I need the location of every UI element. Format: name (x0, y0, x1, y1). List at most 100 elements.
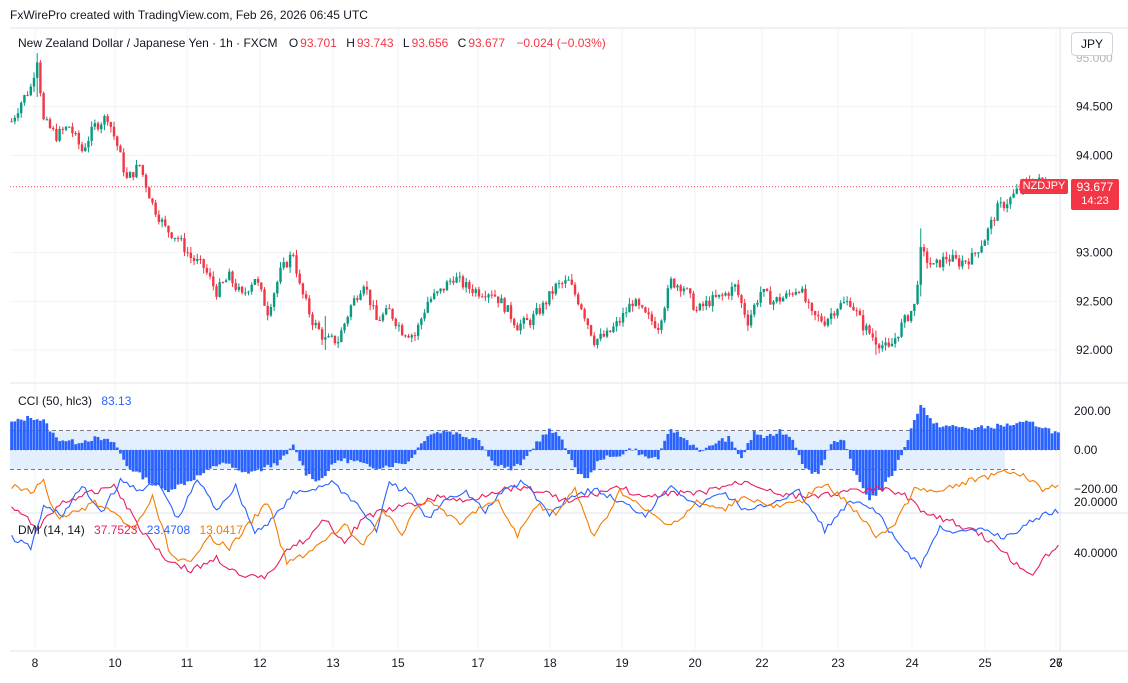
cci-bar (999, 425, 1003, 450)
candle-body (557, 283, 561, 285)
candle-body (1009, 197, 1012, 205)
candle-body (173, 237, 177, 239)
candle-body (183, 238, 186, 253)
cci-bar (397, 450, 401, 464)
cci-bar (160, 450, 164, 489)
cci-bar (336, 450, 340, 461)
cci-axis-label: −200.00 (1074, 482, 1118, 496)
candle-body (711, 295, 714, 307)
candle-body (993, 219, 996, 221)
cci-bar (912, 420, 916, 450)
candle-body (836, 309, 839, 316)
cci-bar (343, 450, 346, 459)
candle-body (839, 303, 842, 310)
cci-bar (864, 450, 868, 495)
candle-body (13, 117, 17, 122)
cci-bar (973, 427, 977, 450)
cci-bar (93, 436, 97, 450)
candle-body (717, 294, 721, 297)
cci-bar (733, 447, 737, 450)
cci-bar (435, 432, 439, 450)
candle-body (823, 321, 826, 326)
candle-body (1018, 188, 1022, 190)
candle-body (282, 262, 285, 268)
candle-body (772, 301, 775, 305)
candle-body (32, 77, 36, 87)
candle-body (186, 252, 189, 254)
cci-bar (256, 450, 260, 469)
cci-bar (432, 433, 436, 450)
cci-label[interactable]: CCI (50, hlc3) (18, 394, 93, 408)
cci-bar (922, 407, 926, 450)
cci-bar (759, 434, 763, 450)
cci-bar (45, 423, 49, 450)
candle-body (781, 297, 785, 302)
cci-bar (16, 418, 20, 450)
cci-bar (615, 450, 619, 457)
candle-body (692, 293, 695, 311)
cci-bar (285, 450, 289, 455)
candle-body (708, 300, 711, 307)
symbol-title[interactable]: New Zealand Dollar / Japanese Yen · 1h ·… (18, 36, 278, 50)
cci-bar (554, 432, 558, 450)
cci-bar (384, 450, 388, 466)
cci-bar (900, 450, 903, 456)
cci-bar (656, 450, 660, 460)
cci-bar (272, 450, 276, 464)
candle-body (231, 271, 234, 284)
currency-button[interactable]: JPY (1071, 32, 1113, 56)
time-axis-label: 11 (181, 656, 194, 670)
dmi-plus-value: 37.7523 (94, 523, 138, 537)
cci-bar (640, 450, 644, 455)
cci-bar (964, 427, 967, 450)
cci-bar (672, 432, 676, 450)
candle-body (247, 291, 250, 293)
cci-bar (1005, 423, 1009, 450)
cci-bar (269, 450, 273, 468)
cci-bar (861, 450, 865, 489)
candle-body (87, 140, 90, 148)
candle-body (909, 310, 913, 321)
candle-body (455, 277, 458, 283)
cci-bar (317, 450, 321, 481)
cci-bar (199, 450, 202, 476)
candle-body (164, 219, 167, 226)
cci-bar (333, 450, 337, 463)
cci-bar (989, 427, 993, 450)
candle-body (506, 305, 509, 312)
time-axis-label: 20 (688, 656, 702, 670)
candle-body (954, 255, 958, 259)
cci-bar (608, 450, 612, 457)
time-axis-label: 26 (1049, 656, 1063, 670)
candle-body (967, 261, 970, 265)
cci-bar (35, 419, 39, 450)
candle-body (535, 308, 538, 315)
candle-body (890, 343, 894, 347)
candle-body (311, 314, 314, 326)
dmi-label[interactable]: DMI (14, 14) (18, 523, 85, 537)
cci-bar (515, 450, 519, 464)
candle-body (765, 288, 769, 291)
candle-body (285, 262, 289, 268)
cci-bar (442, 430, 446, 450)
candle-body (301, 283, 305, 295)
candle-body (634, 299, 638, 307)
cci-bar (1028, 421, 1031, 450)
cci-bar (740, 450, 743, 459)
candle-body (324, 337, 327, 340)
candle-body (29, 86, 33, 96)
cci-bar (669, 429, 673, 450)
cci-bar (202, 450, 206, 474)
candle-body (391, 308, 394, 319)
cci-bar (227, 450, 231, 464)
cci-bar (147, 450, 151, 484)
cci-bar (362, 450, 366, 463)
cci-bar (483, 449, 487, 451)
candle-body (157, 214, 161, 222)
cci-bar (237, 450, 241, 471)
cci-bar (525, 450, 529, 456)
candle-body (881, 345, 884, 349)
candle-body (644, 307, 647, 313)
candle-body (705, 300, 708, 307)
